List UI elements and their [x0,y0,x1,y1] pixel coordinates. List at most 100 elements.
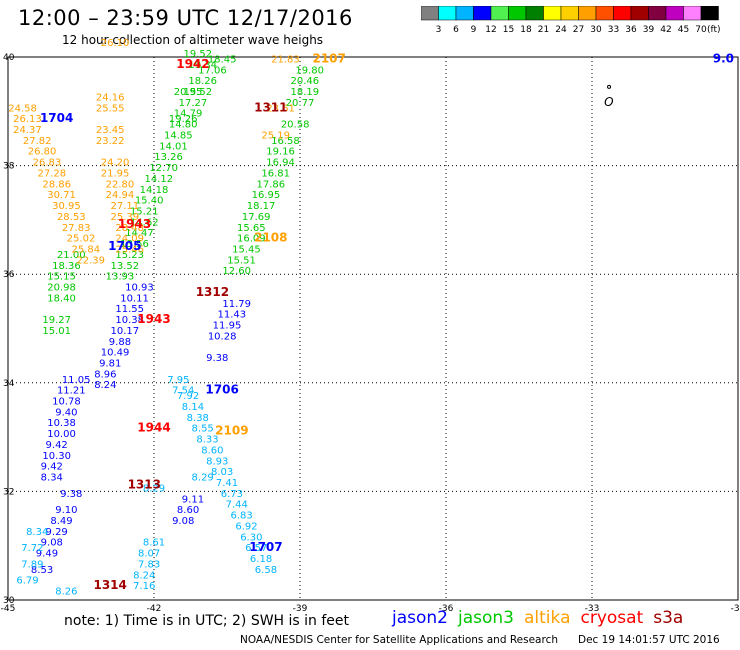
legend-label: 12 [485,25,496,35]
swh-value-jason2: 8.34 [41,473,63,484]
legend-label: 18 [520,25,532,35]
swh-value-jason2: 9.49 [36,549,58,560]
swh-value-altika: 22.80 [106,179,135,190]
swh-value-jason3: 17.69 [242,212,271,223]
swh-value-s3a: 8.61 [143,538,165,549]
swh-value-jason3: 19.27 [42,315,71,326]
swh-value-jason3: 18.36 [52,261,81,272]
lon-tick-label: -39 [293,604,308,614]
swh-value-jason3: 14.01 [159,141,188,152]
swh-value-altika: 28.48 [115,223,144,234]
swh-value-jason3: 15.01 [42,326,71,337]
swh-value-jason3: 15.45 [232,244,261,255]
swh-value-altika: 24.58 [8,103,37,114]
swh-value-jason2: 9.40 [55,407,77,418]
pass-time-label: 1707 [249,540,282,554]
swh-value-jason3: 19.16 [266,147,295,158]
map-frame [7,56,739,601]
swh-value-s3a: 6.79 [16,576,38,587]
swh-value-jason3: 14.18 [140,185,169,196]
swh-value-jason2: 9.38 [60,489,82,500]
swh-value-jason3: 14.62 [130,217,159,228]
swh-value-s3a: 6.92 [235,521,257,532]
pass-time-label: 2107 [312,51,345,65]
swh-value-altika: 21.83 [271,54,300,65]
swh-value-jason3: 16.95 [252,190,281,201]
swh-value-jason2: 9.29 [46,527,68,538]
lat-tick-label: 40 [3,53,15,63]
swh-value-jason2: 10.49 [101,348,130,359]
swh-value-jason3: 19.26 [169,114,198,125]
swh-value-jason3: 12.60 [222,266,251,277]
legend-label: 3 [436,25,442,35]
swh-value-jason3: 20.58 [281,120,310,131]
lat-tick-label: 30 [3,596,15,606]
swh-value-s3a: 6.57 [245,543,267,554]
swh-value-altika: 24.09 [115,234,144,245]
swh-value-s3a: 6.30 [240,532,262,543]
swh-value-jason3: 15.23 [115,250,144,261]
pass-time-label: 1313 [128,478,161,492]
generated-timestamp: Dec 19 14:01:57 UTC 2016 [578,634,720,646]
legend-label: 6 [453,25,459,35]
swh-value-jason3: 13.52 [110,261,139,272]
swh-value-jason3: 14.47 [125,228,154,239]
swh-value-jason3: 16.81 [261,168,290,179]
swh-value-altika: 27.11 [110,201,139,212]
swh-value-jason2: 10.38 [47,418,76,429]
swh-value-jason3: 15.51 [227,255,256,266]
swh-value-altika: 23.22 [96,136,125,147]
swh-color-legend: 3 6 9 12 15 18 21 24 27 30 33 36 39 42 45 70 (ft) [421,6,721,35]
swh-value-altika: 28.53 [57,212,86,223]
legend-label: 27 [573,25,584,35]
swh-value-altika: 26.83 [33,158,62,169]
swh-value-s3a: 8.93 [206,456,228,467]
swh-value-jason3: 15.40 [135,196,164,207]
swh-value-s3a: 8.26 [55,587,77,598]
pass-time-label: 1311 [254,100,287,114]
swh-value-jason3: 14.85 [164,130,193,141]
swh-value-jason3: 19.52 [183,49,212,60]
swh-value-jason3: 15.65 [237,223,266,234]
swh-value-jason3: 16.09 [237,234,266,245]
satellite-key-jason3: jason3 [458,608,514,628]
swh-value-jason2: 10.11 [120,293,149,304]
swh-value-altika: 21.95 [101,168,130,179]
swh-value-s3a: 8.38 [187,413,209,424]
swh-value-s3a: 7.44 [226,500,248,511]
swh-value-jason3: 13.93 [106,272,135,283]
swh-value-jason3: 19.34 [188,60,217,71]
swh-value-altika: 25.46 [115,244,144,255]
swh-value-s3a: 8.03 [211,467,233,478]
swh-value-jason2: 11.95 [213,321,242,332]
swh-value-s3a: 7.83 [138,559,160,570]
swh-value-jason3: 17.06 [198,65,227,76]
swh-value-jason3: 12.70 [149,163,178,174]
swh-value-s3a: 8.34 [26,527,48,538]
swh-value-altika: 24.94 [106,190,135,201]
swh-value-altika: 28.86 [42,179,71,190]
swh-value-jason3: 14.80 [169,120,198,131]
pass-time-label: 2108 [254,231,287,245]
swh-value-jason2: 11.43 [218,310,247,321]
swh-value-jason3: 15.21 [130,206,159,217]
swh-value-jason3: 20.95 [174,87,203,98]
swh-value-s3a: 7.54 [172,386,194,397]
swh-value-altika: 26.10 [101,38,130,49]
pass-time-label: 1704 [40,111,73,125]
swh-value-jason3: 16.58 [271,136,300,147]
page-subtitle: 12 hour collection of altimeter wave hei… [62,33,324,47]
swh-value-jason2: 11.55 [115,304,144,315]
lon-tick-label: -33 [585,604,600,614]
swh-value-altika: 25.84 [72,244,101,255]
swh-value-jason2: 8.53 [31,565,53,576]
swh-value-s3a: 8.33 [196,435,218,446]
swh-value-jason3: 13.26 [154,152,183,163]
swh-value-altika: 23.61 [266,103,295,114]
swh-value-s3a: 8.29 [192,473,214,484]
swh-value-jason2: 11.79 [222,299,251,310]
swh-value-jason2: 9.11 [182,494,204,505]
island-marker [607,84,612,89]
island-outline: O [604,95,613,109]
